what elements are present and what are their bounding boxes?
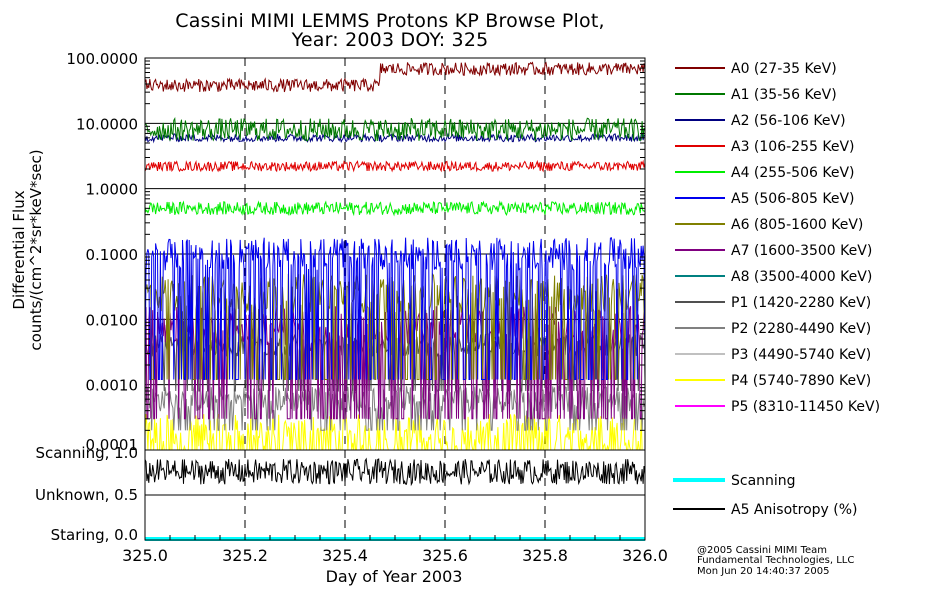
series-line-a1	[144, 116, 646, 142]
series-line-a0	[144, 61, 646, 93]
y-tick-label: 0.1000	[86, 246, 139, 264]
lower-y-tick-label: Unknown, 0.5	[35, 486, 138, 504]
legend-label: P1 (1420-2280 KeV)	[731, 295, 871, 311]
legend-label: A3 (106-255 KeV)	[731, 139, 854, 155]
lower-panel	[144, 450, 646, 541]
legend-label: A4 (255-506 KeV)	[731, 165, 854, 181]
chart-subtitle: Year: 2003 DOY: 325	[291, 29, 489, 51]
legend-label: A5 (506-805 KeV)	[731, 191, 854, 207]
y-tick-label: 0.0010	[86, 377, 139, 395]
legend-label: A5 Anisotropy (%)	[731, 502, 858, 518]
legend-label: P5 (8310-11450 KeV)	[731, 399, 880, 415]
legend-label: P3 (4490-5740 KeV)	[731, 347, 871, 363]
series-line-p2	[144, 384, 646, 431]
x-tick-label: 325.2	[222, 546, 268, 565]
legend-label: P2 (2280-4490 KeV)	[731, 321, 871, 337]
x-tick-label: 326.0	[622, 546, 668, 565]
axis-ticks: 0.0001 0.0010 0.0100 0.1000 1.0000 10.0000 100…	[35, 50, 668, 565]
y-tick-label: 10.0000	[76, 115, 138, 133]
y-tick-label: 100.0000	[66, 50, 138, 68]
y-axis-units: counts/(cm^2*sr*keV*sec)	[27, 149, 45, 350]
series-line-a3	[144, 159, 646, 173]
y-tick-label: 1.0000	[86, 181, 139, 199]
series-line-a2	[144, 132, 646, 144]
lower-y-tick-label: Scanning, 1.0	[35, 444, 138, 462]
y-axis-label: Differential Flux	[10, 190, 28, 309]
lower-y-tick-label: Staring, 0.0	[51, 526, 138, 544]
legend-label: A6 (805-1600 KeV)	[731, 217, 863, 233]
series-lines	[144, 61, 646, 451]
legend-label: P4 (5740-7890 KeV)	[731, 373, 871, 389]
credit-company: Fundamental Technologies, LLC	[697, 555, 855, 566]
legend-label: Scanning	[731, 473, 796, 489]
legend-label: A2 (56-106 KeV)	[731, 113, 846, 129]
legend-label: A7 (1600-3500 KeV)	[731, 243, 872, 259]
legend: A0 (27-35 KeV) A1 (35-56 KeV) A2 (56-106 K…	[673, 61, 880, 518]
credit-timestamp: Mon Jun 20 14:40:37 2005	[697, 566, 830, 577]
legend-label: A8 (3500-4000 KeV)	[731, 269, 872, 285]
x-axis-label: Day of Year 2003	[326, 567, 463, 586]
chart-title: Cassini MIMI LEMMS Protons KP Browse Plo…	[175, 10, 605, 32]
credit-copyright: @2005 Cassini MIMI Team	[697, 545, 827, 556]
legend-label: A0 (27-35 KeV)	[731, 61, 837, 77]
anisotropy-line	[144, 457, 646, 487]
x-tick-label: 325.4	[322, 546, 368, 565]
legend-label: A1 (35-56 KeV)	[731, 87, 837, 103]
x-tick-label: 325.6	[422, 546, 468, 565]
x-tick-label: 325.8	[522, 546, 568, 565]
x-tick-label: 325.0	[122, 546, 168, 565]
y-tick-label: 0.0001	[86, 436, 139, 454]
series-line-a4	[144, 200, 646, 217]
y-tick-label: 0.0100	[86, 311, 139, 329]
series-line-a5	[144, 236, 646, 380]
